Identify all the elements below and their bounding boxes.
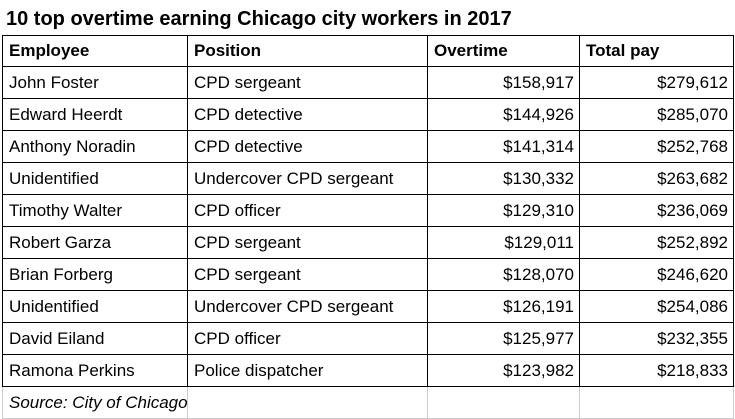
table-row: Brian Forberg CPD sergeant $128,070 $246,62… xyxy=(2,258,734,291)
position-cell[interactable]: CPD detective xyxy=(187,130,428,163)
empty-cell[interactable] xyxy=(187,386,428,419)
overtime-cell[interactable]: $130,332 xyxy=(427,162,580,195)
position-cell[interactable]: CPD officer xyxy=(187,322,428,355)
overtime-table: Employee Position Overtime Total pay Joh… xyxy=(2,35,734,419)
header-row: Employee Position Overtime Total pay xyxy=(2,35,734,67)
employee-cell[interactable]: Timothy Walter xyxy=(2,194,188,227)
overtime-cell[interactable]: $144,926 xyxy=(427,98,580,131)
empty-cell[interactable] xyxy=(427,386,580,419)
table-title: 10 top overtime earning Chicago city wor… xyxy=(6,8,512,30)
source-note[interactable]: Source: City of Chicago xyxy=(2,386,188,419)
overtime-cell[interactable]: $125,977 xyxy=(427,322,580,355)
total-pay-cell[interactable]: $252,892 xyxy=(579,226,734,259)
table-row: David Eiland CPD officer $125,977 $232,355 xyxy=(2,322,734,355)
column-header-employee[interactable]: Employee xyxy=(2,35,188,67)
position-cell[interactable]: Undercover CPD sergeant xyxy=(187,162,428,195)
overtime-cell[interactable]: $158,917 xyxy=(427,66,580,99)
employee-cell[interactable]: John Foster xyxy=(2,66,188,99)
employee-cell[interactable]: Unidentified xyxy=(2,290,188,323)
column-header-total-pay[interactable]: Total pay xyxy=(579,35,734,67)
table-row: Unidentified Undercover CPD sergeant $126,… xyxy=(2,290,734,323)
total-pay-cell[interactable]: $236,069 xyxy=(579,194,734,227)
overtime-cell[interactable]: $129,310 xyxy=(427,194,580,227)
table-row: Unidentified Undercover CPD sergeant $130,… xyxy=(2,162,734,195)
employee-cell[interactable]: Anthony Noradin xyxy=(2,130,188,163)
total-pay-cell[interactable]: $263,682 xyxy=(579,162,734,195)
column-header-position[interactable]: Position xyxy=(187,35,428,67)
table-row: Edward Heerdt CPD detective $144,926 $285,0… xyxy=(2,98,734,131)
employee-cell[interactable]: Edward Heerdt xyxy=(2,98,188,131)
column-header-overtime[interactable]: Overtime xyxy=(427,35,580,67)
table-row: Robert Garza CPD sergeant $129,011 $252,892 xyxy=(2,226,734,259)
total-pay-cell[interactable]: $285,070 xyxy=(579,98,734,131)
total-pay-cell[interactable]: $252,768 xyxy=(579,130,734,163)
overtime-cell[interactable]: $129,011 xyxy=(427,226,580,259)
overtime-cell[interactable]: $126,191 xyxy=(427,290,580,323)
overtime-cell[interactable]: $123,982 xyxy=(427,354,580,387)
table-body: John Foster CPD sergeant $158,917 $279,612 E… xyxy=(2,66,734,387)
total-pay-cell[interactable]: $246,620 xyxy=(579,258,734,291)
total-pay-cell[interactable]: $218,833 xyxy=(579,354,734,387)
employee-cell[interactable]: Brian Forberg xyxy=(2,258,188,291)
employee-cell[interactable]: Unidentified xyxy=(2,162,188,195)
position-cell[interactable]: CPD sergeant xyxy=(187,66,428,99)
employee-cell[interactable]: David Eiland xyxy=(2,322,188,355)
position-cell[interactable]: CPD sergeant xyxy=(187,258,428,291)
position-cell[interactable]: CPD sergeant xyxy=(187,226,428,259)
total-pay-cell[interactable]: $279,612 xyxy=(579,66,734,99)
overtime-cell[interactable]: $128,070 xyxy=(427,258,580,291)
position-cell[interactable]: Undercover CPD sergeant xyxy=(187,290,428,323)
employee-cell[interactable]: Ramona Perkins xyxy=(2,354,188,387)
position-cell[interactable]: CPD officer xyxy=(187,194,428,227)
total-pay-cell[interactable]: $232,355 xyxy=(579,322,734,355)
source-row: Source: City of Chicago xyxy=(2,386,734,419)
employee-cell[interactable]: Robert Garza xyxy=(2,226,188,259)
table-row: Timothy Walter CPD officer $129,310 $236,06… xyxy=(2,194,734,227)
table-row: Anthony Noradin CPD detective $141,314 $252… xyxy=(2,130,734,163)
empty-cell[interactable] xyxy=(579,386,734,419)
overtime-cell[interactable]: $141,314 xyxy=(427,130,580,163)
table-row: John Foster CPD sergeant $158,917 $279,612 xyxy=(2,66,734,99)
position-cell[interactable]: CPD detective xyxy=(187,98,428,131)
table-row: Ramona Perkins Police dispatcher $123,982 $… xyxy=(2,354,734,387)
total-pay-cell[interactable]: $254,086 xyxy=(579,290,734,323)
position-cell[interactable]: Police dispatcher xyxy=(187,354,428,387)
